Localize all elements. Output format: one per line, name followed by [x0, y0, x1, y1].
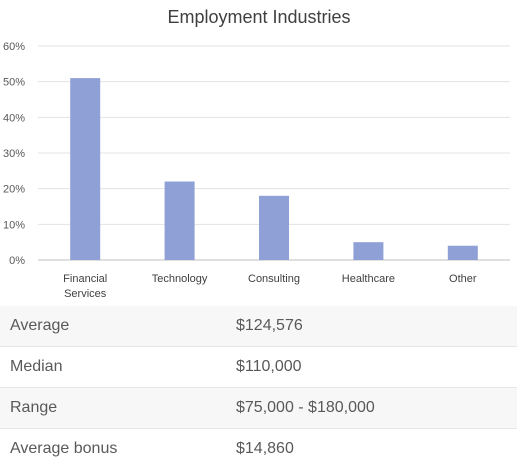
- x-tick-label: Consulting: [248, 273, 300, 285]
- table-row: Median $110,000: [0, 346, 517, 388]
- bar: [164, 181, 195, 260]
- chart-title: Employment Industries: [167, 7, 350, 27]
- table-row: Average $124,576: [0, 306, 517, 347]
- bar: [70, 78, 101, 260]
- stat-value: $110,000: [236, 346, 517, 388]
- stat-label: Median: [0, 346, 236, 388]
- employment-industries-chart: Employment Industries 0% 10% 20% 30% 40% 50% 6…: [3, 7, 510, 300]
- table-row: Range $75,000 - $180,000: [0, 387, 517, 429]
- bar: [259, 195, 289, 260]
- y-tick-label: 0%: [9, 255, 25, 267]
- bar: [353, 242, 384, 260]
- x-tick-label: Technology: [152, 273, 208, 285]
- stat-value: $124,576: [236, 306, 517, 347]
- stat-value: $14,860: [236, 440, 294, 457]
- y-tick-label: 10%: [3, 219, 25, 231]
- stat-label: Average bonus: [10, 440, 118, 457]
- gridlines: [38, 45, 510, 261]
- table-row: Average bonus $14,860: [0, 429, 517, 469]
- y-tick-label: 60%: [3, 41, 25, 53]
- bars: [70, 78, 478, 260]
- x-axis-tick-labels: Financial Services Technology Consulting Hea…: [63, 273, 477, 300]
- stat-value: $75,000 - $180,000: [236, 387, 517, 429]
- y-tick-label: 30%: [3, 148, 25, 160]
- bar: [447, 245, 478, 260]
- salary-stats-table: Average $124,576 Median $110,000 Range $…: [0, 306, 517, 469]
- x-tick-label: Other: [449, 273, 477, 285]
- y-axis-tick-labels: 0% 10% 20% 30% 40% 50% 60%: [3, 41, 25, 267]
- y-tick-label: 40%: [3, 112, 25, 124]
- y-tick-label: 20%: [3, 184, 25, 196]
- stat-label: Average: [0, 306, 236, 347]
- y-tick-label: 50%: [3, 77, 25, 89]
- x-tick-label: Healthcare: [342, 273, 395, 285]
- x-tick-label: Financial Services: [63, 273, 107, 300]
- stat-label: Range: [0, 387, 236, 429]
